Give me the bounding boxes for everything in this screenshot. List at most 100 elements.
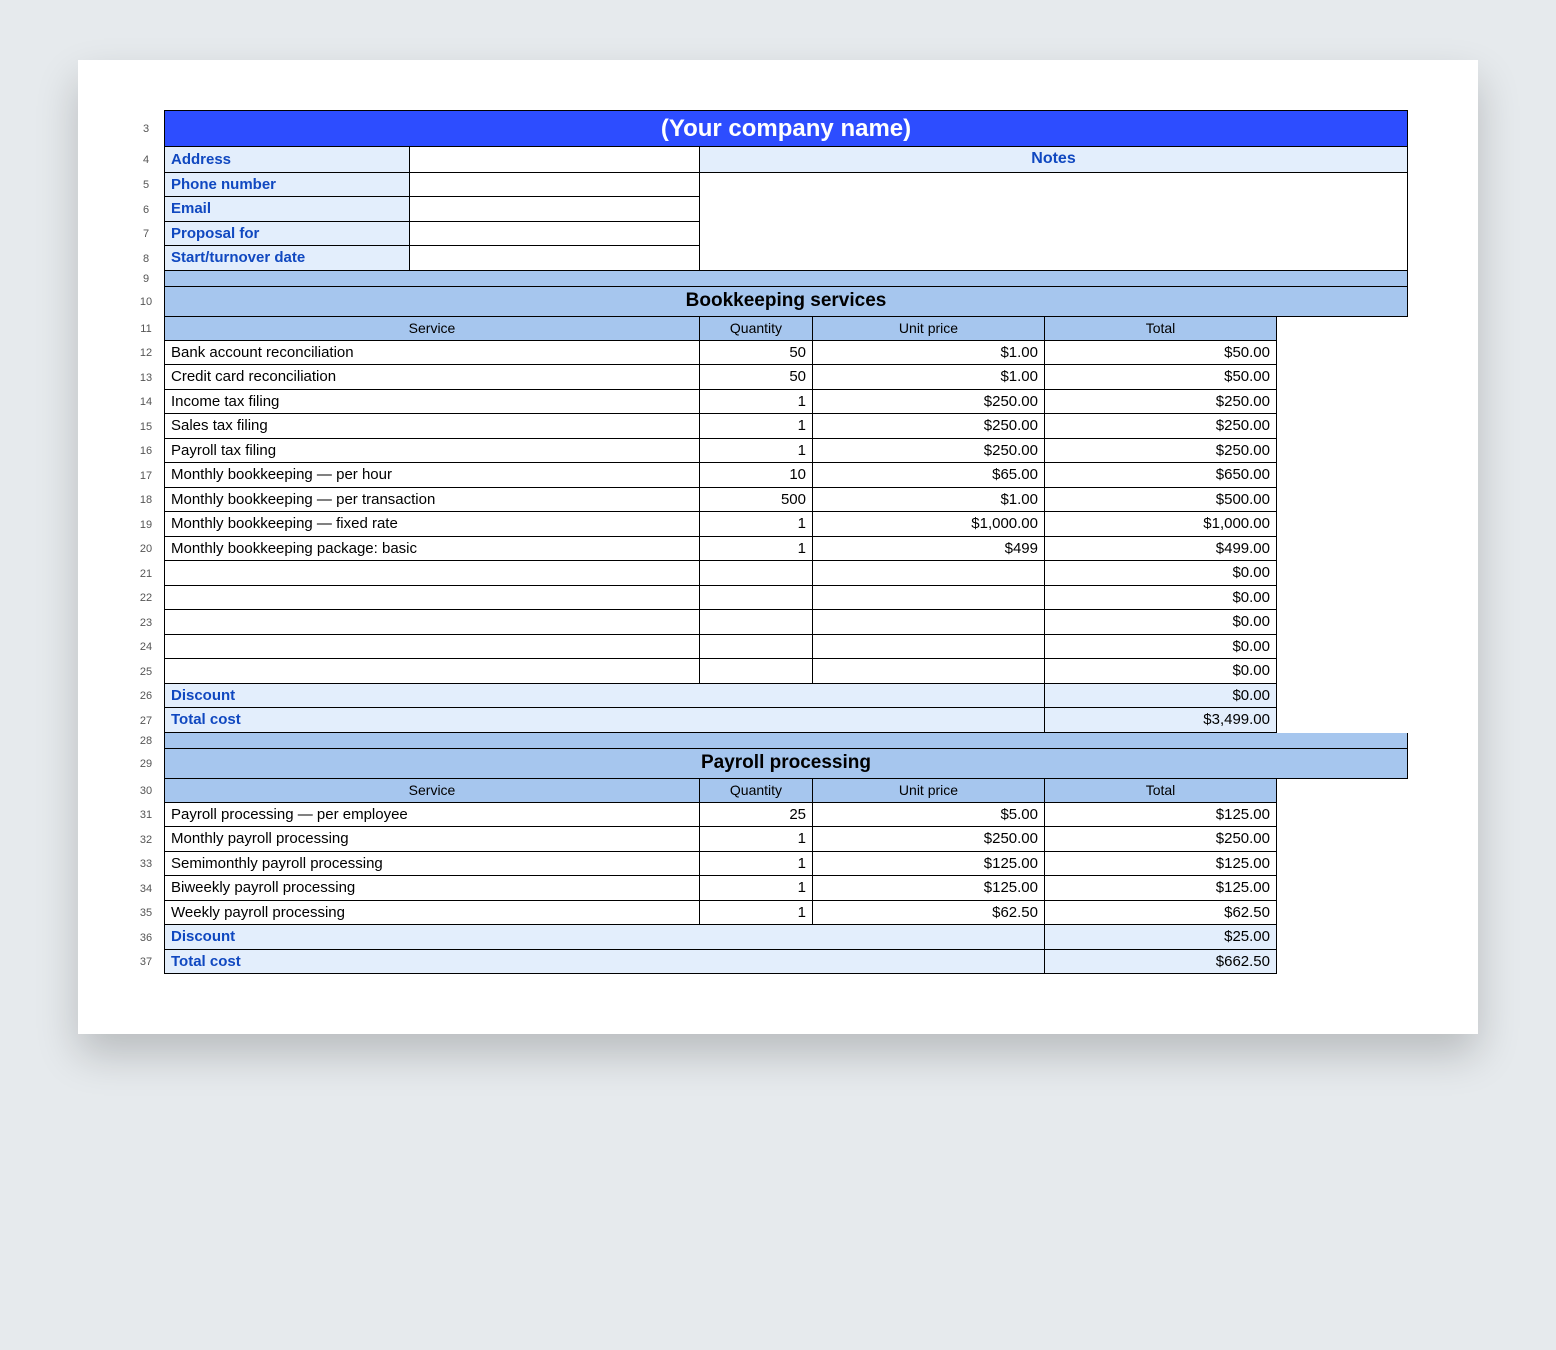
- cell-quantity[interactable]: 500: [700, 488, 813, 513]
- info-label: Email: [165, 197, 410, 222]
- cell-quantity[interactable]: [700, 610, 813, 635]
- cell-quantity[interactable]: [700, 586, 813, 611]
- notes-body[interactable]: [700, 222, 1408, 247]
- row-number: 29: [128, 749, 164, 779]
- cell-unit-price[interactable]: $1.00: [813, 341, 1045, 366]
- cell-service[interactable]: [165, 635, 700, 660]
- cell-quantity[interactable]: 10: [700, 463, 813, 488]
- cell-quantity[interactable]: 1: [700, 537, 813, 562]
- cell-total: $125.00: [1045, 803, 1277, 828]
- cell-unit-price[interactable]: [813, 635, 1045, 660]
- cell-total: $1,000.00: [1045, 512, 1277, 537]
- cell-quantity[interactable]: 1: [700, 876, 813, 901]
- cell-service[interactable]: Monthly bookkeeping — per transaction: [165, 488, 700, 513]
- cell-quantity[interactable]: [700, 635, 813, 660]
- cell-service[interactable]: [165, 659, 700, 684]
- notes-body[interactable]: [700, 173, 1408, 198]
- cell-service[interactable]: Biweekly payroll processing: [165, 876, 700, 901]
- row-number: 33: [128, 852, 164, 877]
- row-number: 24: [128, 635, 164, 660]
- company-title[interactable]: (Your company name): [165, 110, 1408, 147]
- total-cost-label: Total cost: [165, 950, 1045, 975]
- info-label: Start/turnover date: [165, 246, 410, 271]
- notes-header: Notes: [700, 147, 1408, 173]
- cell-unit-price[interactable]: $250.00: [813, 414, 1045, 439]
- col-header-quantity: Quantity: [700, 779, 813, 803]
- row-number: 18: [128, 488, 164, 513]
- cell-quantity[interactable]: [700, 659, 813, 684]
- cell-service[interactable]: Monthly bookkeeping package: basic: [165, 537, 700, 562]
- cell-service[interactable]: Sales tax filing: [165, 414, 700, 439]
- cell-total: $125.00: [1045, 876, 1277, 901]
- cell-unit-price[interactable]: $250.00: [813, 390, 1045, 415]
- cell-unit-price[interactable]: $5.00: [813, 803, 1045, 828]
- row-number: 35: [128, 901, 164, 926]
- cell-unit-price[interactable]: [813, 561, 1045, 586]
- cell-unit-price[interactable]: [813, 610, 1045, 635]
- info-input[interactable]: [410, 222, 700, 247]
- cell-unit-price[interactable]: $125.00: [813, 876, 1045, 901]
- row-number: 23: [128, 610, 164, 635]
- section-title: Bookkeeping services: [165, 287, 1408, 317]
- cell-service[interactable]: Credit card reconciliation: [165, 365, 700, 390]
- row-number: 19: [128, 512, 164, 537]
- info-input[interactable]: [410, 147, 700, 173]
- cell-unit-price[interactable]: $499: [813, 537, 1045, 562]
- row-number: 16: [128, 439, 164, 464]
- cell-quantity[interactable]: 1: [700, 827, 813, 852]
- cell-total: $0.00: [1045, 610, 1277, 635]
- cell-service[interactable]: Weekly payroll processing: [165, 901, 700, 926]
- cell-unit-price[interactable]: [813, 659, 1045, 684]
- notes-body[interactable]: [700, 246, 1408, 271]
- cell-unit-price[interactable]: $65.00: [813, 463, 1045, 488]
- cell-quantity[interactable]: 50: [700, 341, 813, 366]
- cell-unit-price[interactable]: $1.00: [813, 365, 1045, 390]
- cell-service[interactable]: Payroll processing — per employee: [165, 803, 700, 828]
- cell-unit-price[interactable]: $250.00: [813, 439, 1045, 464]
- row-number: 14: [128, 390, 164, 415]
- col-header-unit-price: Unit price: [813, 317, 1045, 341]
- info-input[interactable]: [410, 197, 700, 222]
- row-number: 8: [128, 246, 164, 271]
- cell-service[interactable]: [165, 561, 700, 586]
- cell-unit-price[interactable]: $1,000.00: [813, 512, 1045, 537]
- cell-quantity[interactable]: 1: [700, 901, 813, 926]
- cell-quantity[interactable]: 1: [700, 852, 813, 877]
- row-number: 4: [128, 147, 164, 173]
- info-label: Phone number: [165, 173, 410, 198]
- info-input[interactable]: [410, 173, 700, 198]
- cell-quantity[interactable]: 1: [700, 512, 813, 537]
- cell-quantity[interactable]: 50: [700, 365, 813, 390]
- row-number: 22: [128, 586, 164, 611]
- row-number: 13: [128, 365, 164, 390]
- row-number: 3: [128, 110, 164, 147]
- notes-body[interactable]: [700, 197, 1408, 222]
- cell-unit-price[interactable]: $250.00: [813, 827, 1045, 852]
- discount-label: Discount: [165, 925, 1045, 950]
- cell-unit-price[interactable]: [813, 586, 1045, 611]
- cell-service[interactable]: Monthly bookkeeping — fixed rate: [165, 512, 700, 537]
- cell-service[interactable]: Income tax filing: [165, 390, 700, 415]
- info-input[interactable]: [410, 246, 700, 271]
- cell-total: $0.00: [1045, 586, 1277, 611]
- cell-service[interactable]: [165, 610, 700, 635]
- cell-quantity[interactable]: 1: [700, 390, 813, 415]
- cell-service[interactable]: [165, 586, 700, 611]
- cell-quantity[interactable]: 25: [700, 803, 813, 828]
- row-number: 12: [128, 341, 164, 366]
- cell-service[interactable]: Payroll tax filing: [165, 439, 700, 464]
- cell-service[interactable]: Monthly payroll processing: [165, 827, 700, 852]
- cell-service[interactable]: Semimonthly payroll processing: [165, 852, 700, 877]
- cell-service[interactable]: Monthly bookkeeping — per hour: [165, 463, 700, 488]
- cell-unit-price[interactable]: $125.00: [813, 852, 1045, 877]
- cell-quantity[interactable]: [700, 561, 813, 586]
- discount-value[interactable]: $25.00: [1045, 925, 1277, 950]
- cell-quantity[interactable]: 1: [700, 414, 813, 439]
- cell-quantity[interactable]: 1: [700, 439, 813, 464]
- cell-service[interactable]: Bank account reconciliation: [165, 341, 700, 366]
- cell-total: $62.50: [1045, 901, 1277, 926]
- cell-unit-price[interactable]: $1.00: [813, 488, 1045, 513]
- cell-total: $500.00: [1045, 488, 1277, 513]
- discount-value[interactable]: $0.00: [1045, 684, 1277, 709]
- cell-unit-price[interactable]: $62.50: [813, 901, 1045, 926]
